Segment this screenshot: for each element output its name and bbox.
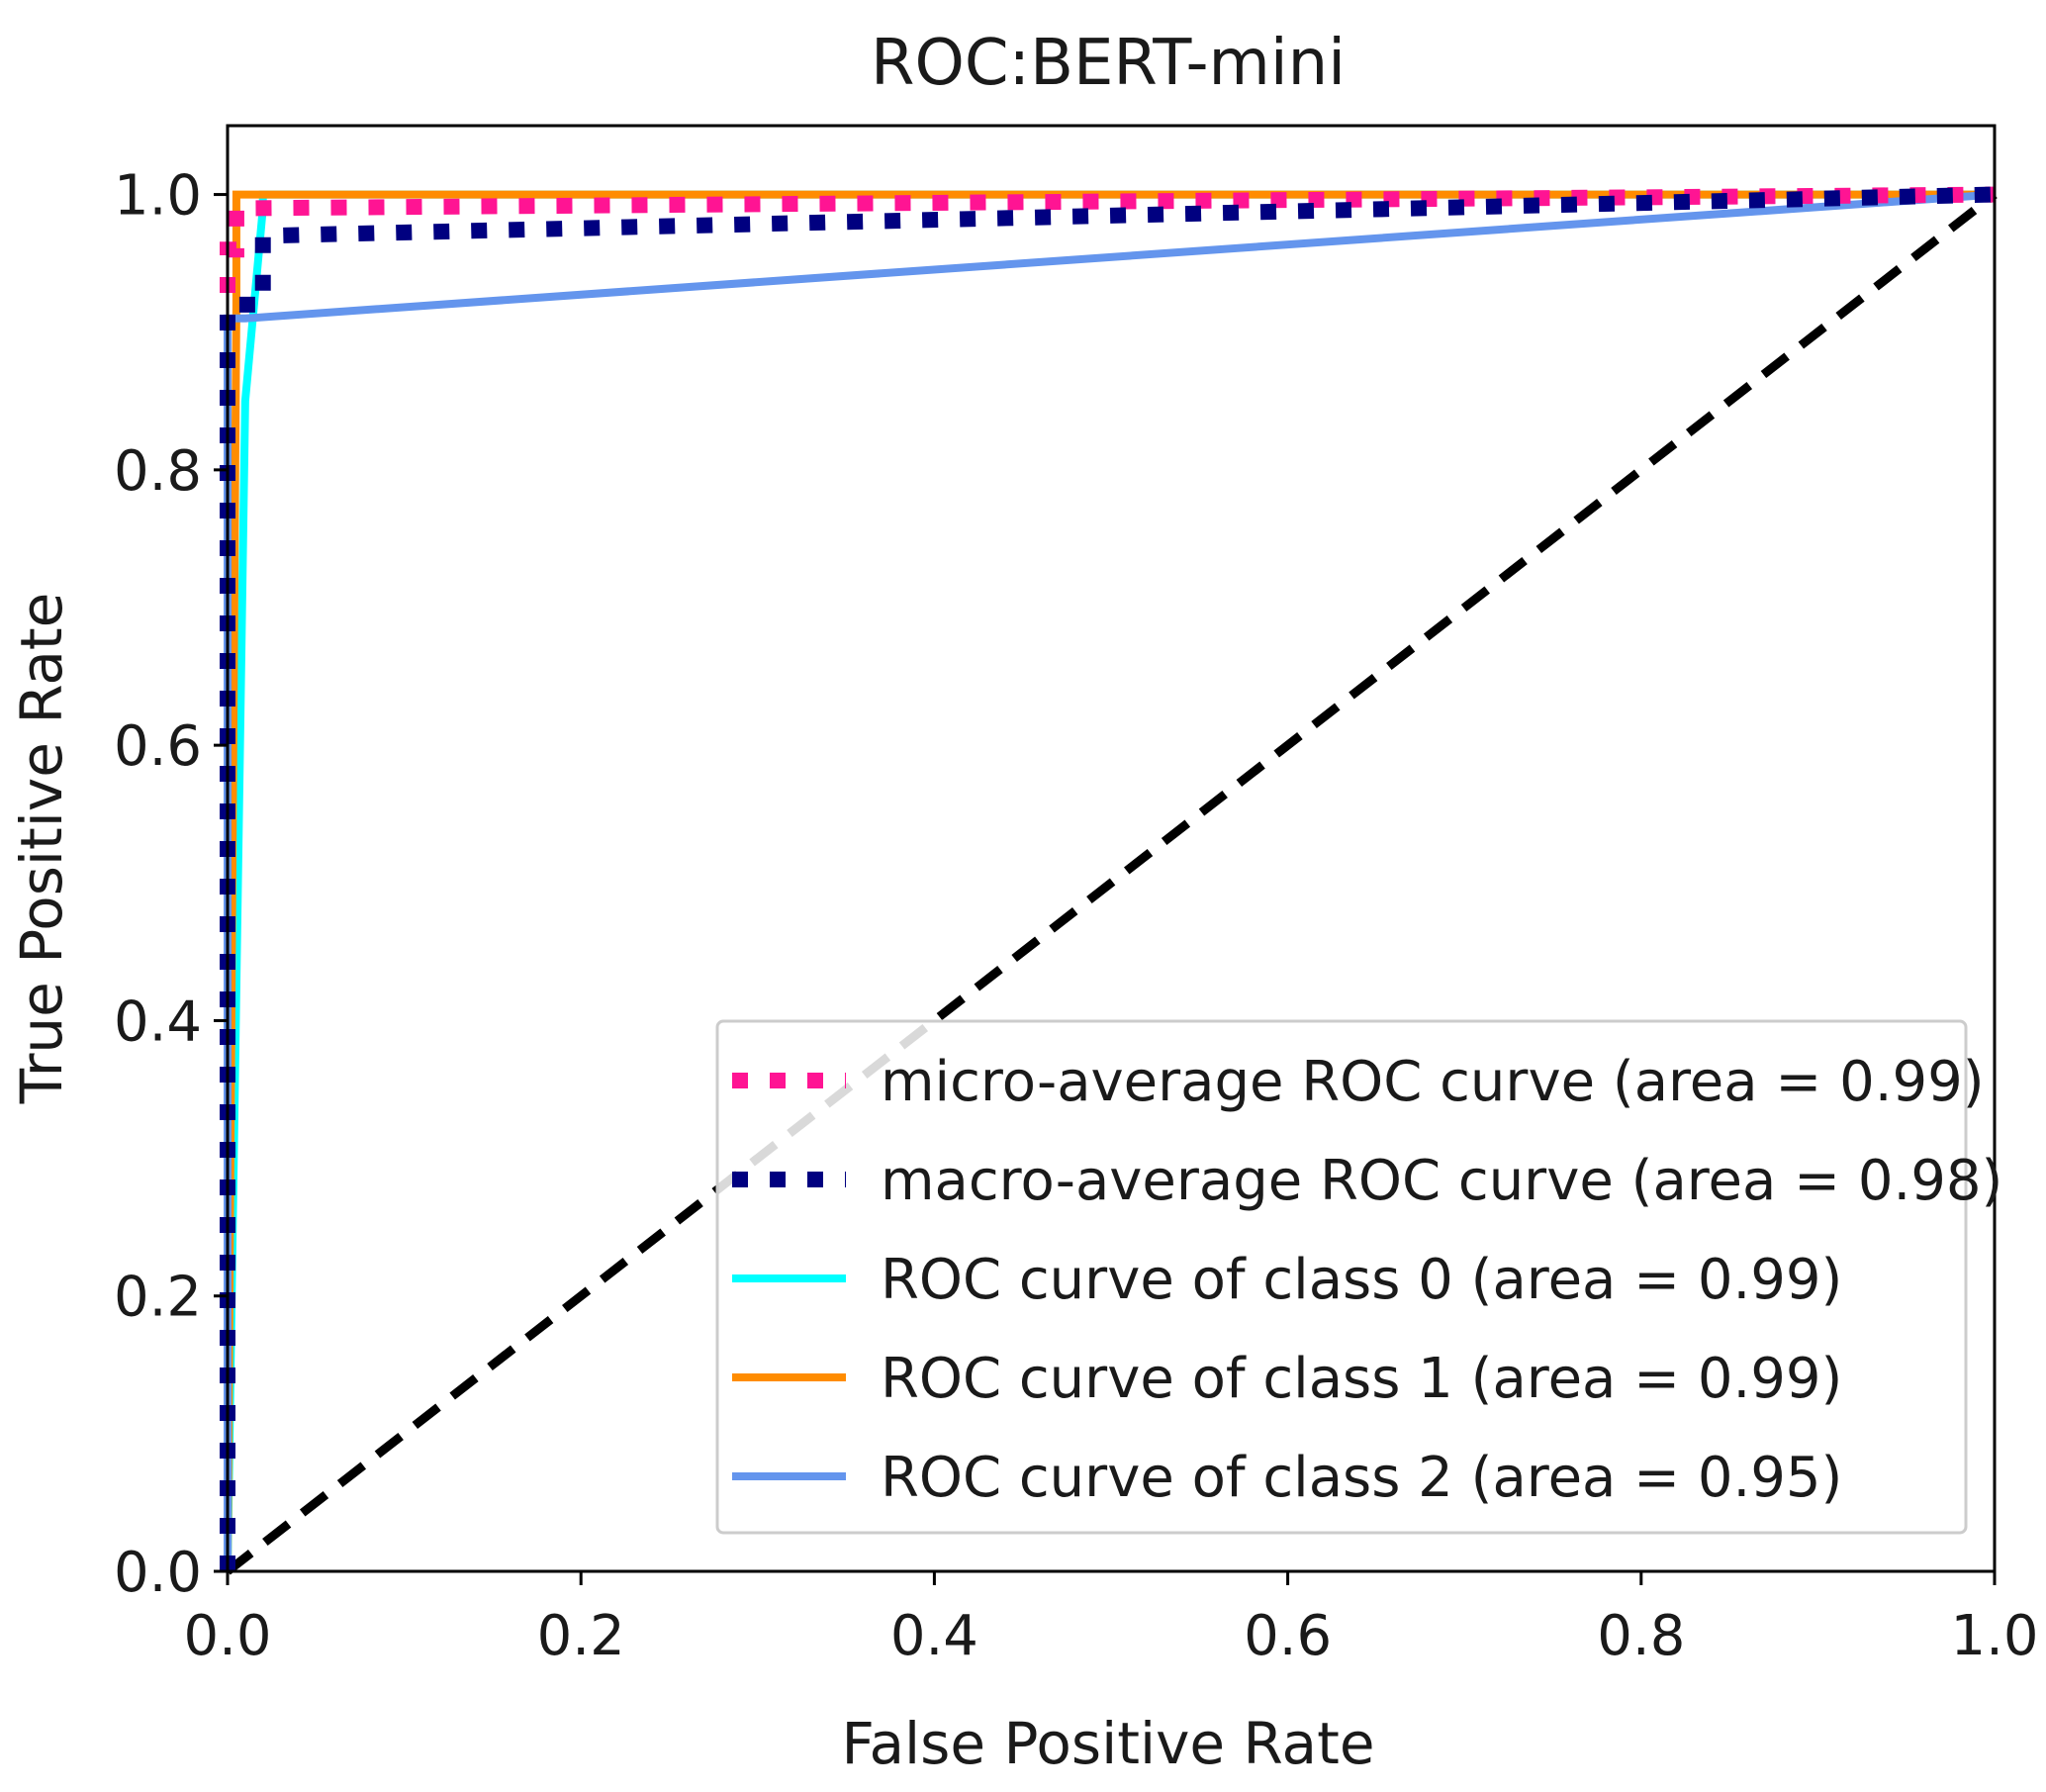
plot-frame: [226, 124, 1997, 1573]
legend-label: macro-average ROC curve (area = 0.98): [881, 1149, 2002, 1213]
legend-label: ROC curve of class 0 (area = 0.99): [881, 1248, 1842, 1312]
x-tick-label: 0.2: [537, 1604, 625, 1668]
x-tick-label: 0.4: [890, 1604, 978, 1668]
x-axis-label: False Positive Rate: [841, 1710, 1374, 1777]
legend-frame: [715, 1019, 1968, 1535]
chance-diagonal-line: [225, 191, 1998, 1575]
y-axis-label: True Positive Rate: [8, 593, 75, 1105]
y-tick-label: 1.0: [114, 164, 202, 229]
legend-label: micro-average ROC curve (area = 0.99): [881, 1050, 1985, 1114]
chart-title: ROC:BERT-mini: [871, 27, 1346, 100]
y-tick-label: 0.4: [114, 990, 202, 1054]
y-axis-ticks: 0.0 0.2 0.4 0.6 0.8 1.0: [114, 164, 228, 1605]
y-tick-label: 0.6: [114, 714, 202, 779]
y-tick-label: 0.8: [114, 439, 202, 504]
x-axis-ticks: 0.0 0.2 0.4 0.6 0.8 1.0: [183, 1571, 2039, 1668]
y-tick-label: 0.2: [114, 1266, 202, 1330]
x-tick-label: 1.0: [1950, 1604, 2038, 1668]
series-line-micro-average-roc-curve: [220, 186, 1996, 1571]
y-tick-label: 0.0: [114, 1541, 202, 1605]
legend-items: micro-average ROC curve (area = 0.99) mac…: [732, 1050, 2002, 1510]
legend-label: ROC curve of class 2 (area = 0.95): [881, 1446, 1842, 1510]
x-tick-label: 0.8: [1597, 1604, 1685, 1668]
legend: micro-average ROC curve (area = 0.99) mac…: [715, 1019, 2002, 1535]
legend-label: ROC curve of class 1 (area = 0.99): [881, 1347, 1842, 1411]
x-tick-label: 0.6: [1244, 1604, 1332, 1668]
x-tick-label: 0.0: [183, 1604, 271, 1668]
